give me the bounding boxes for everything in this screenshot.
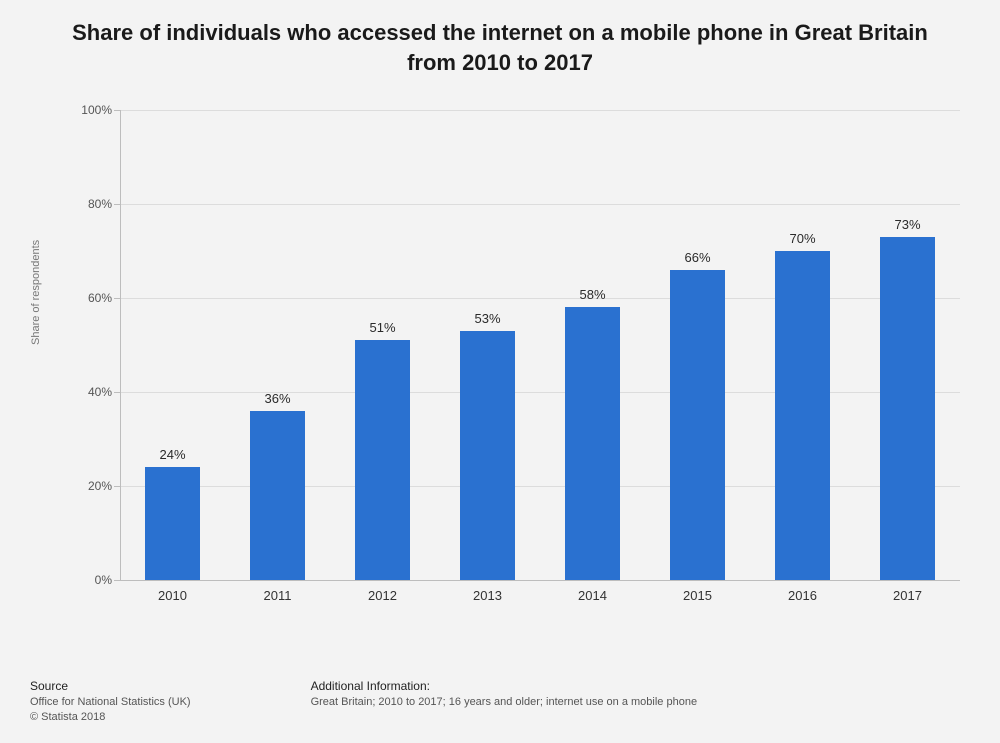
source-text: Office for National Statistics (UK) bbox=[30, 696, 191, 708]
grid-line bbox=[120, 204, 960, 205]
bar-value-label: 70% bbox=[789, 231, 815, 246]
x-tick-label: 2015 bbox=[683, 588, 712, 603]
y-tick-label: 0% bbox=[72, 573, 112, 587]
y-tick-label: 60% bbox=[72, 291, 112, 305]
bar bbox=[355, 340, 410, 580]
x-tick-label: 2012 bbox=[368, 588, 397, 603]
bar-value-label: 66% bbox=[684, 250, 710, 265]
additional-info-text: Great Britain; 2010 to 2017; 16 years an… bbox=[311, 696, 697, 708]
bar-value-label: 73% bbox=[894, 217, 920, 232]
x-tick-label: 2016 bbox=[788, 588, 817, 603]
bar-value-label: 53% bbox=[474, 311, 500, 326]
y-tick-label: 20% bbox=[72, 479, 112, 493]
bar-value-label: 58% bbox=[579, 287, 605, 302]
additional-info-heading: Additional Information: bbox=[311, 679, 697, 693]
bar bbox=[250, 411, 305, 580]
chart-area: 0%20%40%60%80%100%24%201036%201151%20125… bbox=[80, 110, 960, 610]
bar-value-label: 51% bbox=[369, 320, 395, 335]
bar bbox=[670, 270, 725, 580]
bar bbox=[565, 307, 620, 580]
y-axis-line bbox=[120, 110, 121, 580]
plot-region: 0%20%40%60%80%100%24%201036%201151%20125… bbox=[120, 110, 960, 580]
chart-footer: Source Office for National Statistics (U… bbox=[30, 679, 970, 723]
copyright-text: © Statista 2018 bbox=[30, 711, 191, 723]
x-axis-line bbox=[120, 580, 960, 581]
additional-info-block: Additional Information: Great Britain; 2… bbox=[311, 679, 697, 723]
y-tick-label: 80% bbox=[72, 197, 112, 211]
bar bbox=[460, 331, 515, 580]
bar bbox=[145, 467, 200, 580]
x-tick-label: 2011 bbox=[264, 588, 292, 603]
x-tick-label: 2013 bbox=[473, 588, 502, 603]
source-block: Source Office for National Statistics (U… bbox=[30, 679, 191, 723]
grid-line bbox=[120, 298, 960, 299]
chart-container: Share of individuals who accessed the in… bbox=[0, 0, 1000, 743]
grid-line bbox=[120, 110, 960, 111]
bar-value-label: 24% bbox=[159, 447, 185, 462]
x-tick-label: 2014 bbox=[578, 588, 607, 603]
bar bbox=[775, 251, 830, 580]
x-tick-label: 2010 bbox=[158, 588, 187, 603]
chart-title: Share of individuals who accessed the in… bbox=[0, 0, 1000, 87]
x-tick-label: 2017 bbox=[893, 588, 922, 603]
bar bbox=[880, 237, 935, 580]
y-tick-label: 100% bbox=[72, 103, 112, 117]
grid-line bbox=[120, 486, 960, 487]
grid-line bbox=[120, 392, 960, 393]
bar-value-label: 36% bbox=[264, 391, 290, 406]
y-tick-label: 40% bbox=[72, 385, 112, 399]
source-heading: Source bbox=[30, 679, 191, 693]
y-axis-title: Share of respondents bbox=[30, 240, 42, 345]
